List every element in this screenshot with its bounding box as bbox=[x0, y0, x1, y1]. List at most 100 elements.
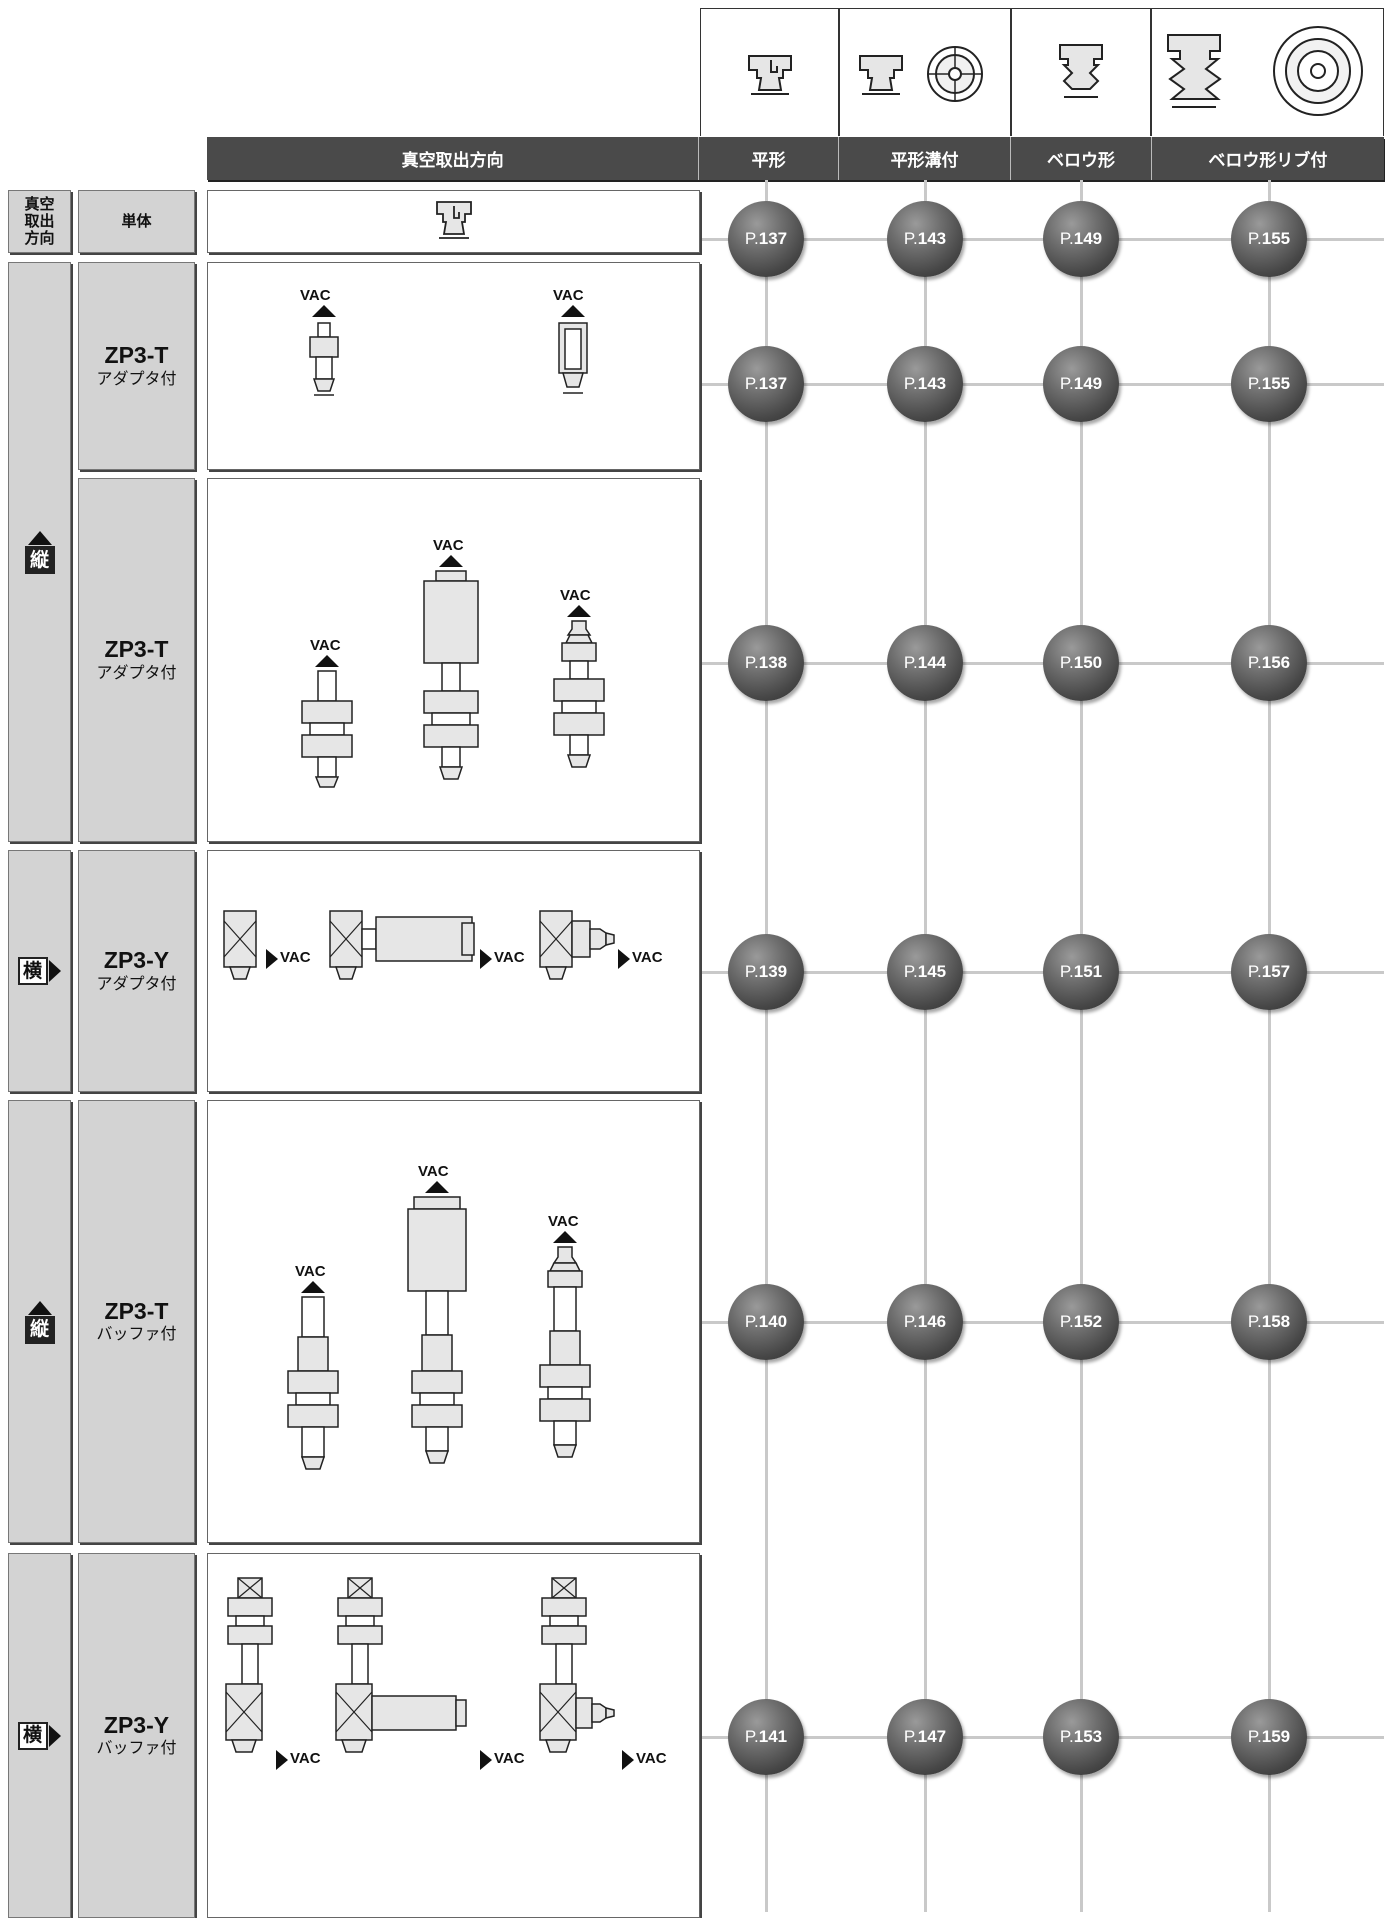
page-link[interactable]: P. 138 bbox=[728, 625, 804, 701]
adapter-barb-fitting-icon bbox=[553, 605, 605, 768]
page-link[interactable]: P. 157 bbox=[1231, 934, 1307, 1010]
page-link[interactable]: P. 158 bbox=[1231, 1284, 1307, 1360]
arrow-up-icon bbox=[27, 1300, 52, 1315]
row-label-zp3y-buffer: ZP3-Y バッファ付 bbox=[78, 1553, 195, 1918]
arrow-right-icon bbox=[618, 949, 630, 969]
diagram-zp3y-adapter: VAC VAC VAC bbox=[207, 850, 700, 1092]
arrow-right-icon bbox=[622, 1750, 634, 1770]
page-link[interactable]: P. 152 bbox=[1043, 1284, 1119, 1360]
horizontal-adapter-long-icon bbox=[329, 910, 475, 980]
page-link[interactable]: P. 155 bbox=[1231, 346, 1307, 422]
page-link[interactable]: P. 150 bbox=[1043, 625, 1119, 701]
page-link[interactable]: P. 144 bbox=[887, 625, 963, 701]
page-link[interactable]: P. 149 bbox=[1043, 201, 1119, 277]
horizontal-buffer-long-icon bbox=[335, 1577, 467, 1753]
vac-label: VAC bbox=[494, 1750, 525, 1767]
row-model: ZP3-Y bbox=[103, 1711, 170, 1738]
vac-marker: VAC bbox=[300, 287, 331, 304]
diagram-zp3t-buffer: VAC VAC VAC bbox=[207, 1100, 700, 1543]
diagram-single bbox=[207, 190, 700, 253]
page-link[interactable]: P. 153 bbox=[1043, 1699, 1119, 1775]
column-icon-flat-ribbed bbox=[839, 8, 1011, 136]
page-link[interactable]: P. 141 bbox=[728, 1699, 804, 1775]
vac-label: VAC bbox=[418, 1163, 449, 1180]
row-model: ZP3-Y bbox=[103, 947, 170, 974]
vac-label: VAC bbox=[310, 637, 341, 654]
vac-label: VAC bbox=[553, 287, 584, 304]
row-label-zp3y-adapter: ZP3-Y アダプタ付 bbox=[78, 850, 195, 1092]
adapter-nut-assembly-icon bbox=[301, 655, 353, 788]
page-link[interactable]: P. 143 bbox=[887, 346, 963, 422]
group-label-direction: 真空 取出 方向 bbox=[8, 190, 71, 253]
arrow-up-icon bbox=[27, 531, 52, 545]
page-link[interactable]: P. 146 bbox=[887, 1284, 963, 1360]
horizontal-adapter-icon bbox=[223, 910, 257, 980]
horizontal-kanji: 横 bbox=[17, 1721, 48, 1750]
header-col-flat-ribbed: 平形溝付 bbox=[838, 137, 1012, 180]
horizontal-buffer-barb-icon bbox=[539, 1577, 615, 1753]
diagram-zp3y-buffer: VAC VAC VAC bbox=[207, 1553, 700, 1918]
page-link[interactable]: P. 155 bbox=[1231, 201, 1307, 277]
row-label-zp3t-buffer: ZP3-T バッファ付 bbox=[78, 1100, 195, 1543]
vertical-kanji: 縦 bbox=[24, 546, 55, 574]
arrow-right-icon bbox=[480, 949, 492, 969]
horizontal-kanji: 横 bbox=[17, 957, 48, 985]
horizontal-adapter-barb-icon bbox=[539, 910, 615, 980]
header-direction: 真空取出方向 bbox=[207, 137, 700, 180]
page-link[interactable]: P. 140 bbox=[728, 1284, 804, 1360]
row-sub: バッファ付 bbox=[96, 1324, 177, 1344]
group-label-vertical: 縦 bbox=[8, 262, 71, 842]
page-link[interactable]: P. 159 bbox=[1231, 1699, 1307, 1775]
page-link[interactable]: P. 143 bbox=[887, 201, 963, 277]
horizontal-badge: 横 bbox=[17, 1721, 62, 1750]
page-link[interactable]: P. 137 bbox=[728, 201, 804, 277]
page-link[interactable]: P. 149 bbox=[1043, 346, 1119, 422]
vertical-kanji: 縦 bbox=[24, 1315, 55, 1344]
page-link[interactable]: P. 156 bbox=[1231, 625, 1307, 701]
row-sub: バッファ付 bbox=[96, 1738, 177, 1758]
arrow-right-icon bbox=[48, 1724, 61, 1747]
group-label-line3: 方向 bbox=[24, 229, 55, 248]
row-model: ZP3-T bbox=[104, 1297, 169, 1324]
vertical-badge: 縦 bbox=[24, 1300, 55, 1344]
row-model: ZP3-T bbox=[104, 636, 169, 663]
vac-marker: VAC bbox=[553, 287, 584, 304]
group-label-horizontal-2: 横 bbox=[8, 1553, 71, 1918]
arrow-right-icon bbox=[480, 1750, 492, 1770]
vertical-badge: 縦 bbox=[24, 530, 55, 574]
flat-ribbed-pad-icon bbox=[859, 45, 983, 102]
pad-single-icon bbox=[435, 200, 472, 239]
vac-label: VAC bbox=[494, 949, 525, 966]
header-col-bellows-ribbed: ベロウ形リブ付 bbox=[1151, 137, 1385, 180]
header-bar: 真空取出方向 平形 平形溝付 ベロウ形 ベロウ形リブ付 bbox=[207, 137, 1385, 180]
vac-label: VAC bbox=[290, 1750, 321, 1767]
page-link[interactable]: P. 145 bbox=[887, 934, 963, 1010]
header-col-bellows: ベロウ形 bbox=[1011, 137, 1152, 180]
horizontal-badge: 横 bbox=[17, 957, 62, 985]
row-model: ZP3-T bbox=[104, 342, 169, 369]
row-sub: アダプタ付 bbox=[96, 368, 177, 388]
page-link[interactable]: P. 151 bbox=[1043, 934, 1119, 1010]
column-icon-flat bbox=[700, 8, 839, 136]
group-label-horizontal-1: 横 bbox=[8, 850, 71, 1092]
vac-label: VAC bbox=[280, 949, 311, 966]
group-label-vertical-2: 縦 bbox=[8, 1100, 71, 1543]
bellows-pad-icon bbox=[1059, 43, 1103, 98]
vac-label: VAC bbox=[560, 587, 591, 604]
buffer-long-fitting-icon bbox=[407, 1181, 467, 1464]
diagram-zp3t-adapter-2: VAC VAC VAC bbox=[207, 478, 700, 842]
page-link[interactable]: P. 147 bbox=[887, 1699, 963, 1775]
arrow-right-icon bbox=[266, 949, 278, 969]
page-link[interactable]: P. 137 bbox=[728, 346, 804, 422]
row-sub: 単体 bbox=[121, 211, 152, 230]
vac-label: VAC bbox=[636, 1750, 667, 1767]
row-sub: アダプタ付 bbox=[96, 973, 177, 993]
vac-label: VAC bbox=[433, 537, 464, 554]
vac-label: VAC bbox=[295, 1263, 326, 1280]
page-link[interactable]: P. 139 bbox=[728, 934, 804, 1010]
buffer-barb-fitting-icon bbox=[539, 1231, 591, 1458]
column-icon-bellows-ribbed bbox=[1151, 8, 1384, 136]
arrow-right-icon bbox=[48, 960, 61, 982]
arrow-right-icon bbox=[276, 1750, 288, 1770]
vac-label: VAC bbox=[632, 949, 663, 966]
